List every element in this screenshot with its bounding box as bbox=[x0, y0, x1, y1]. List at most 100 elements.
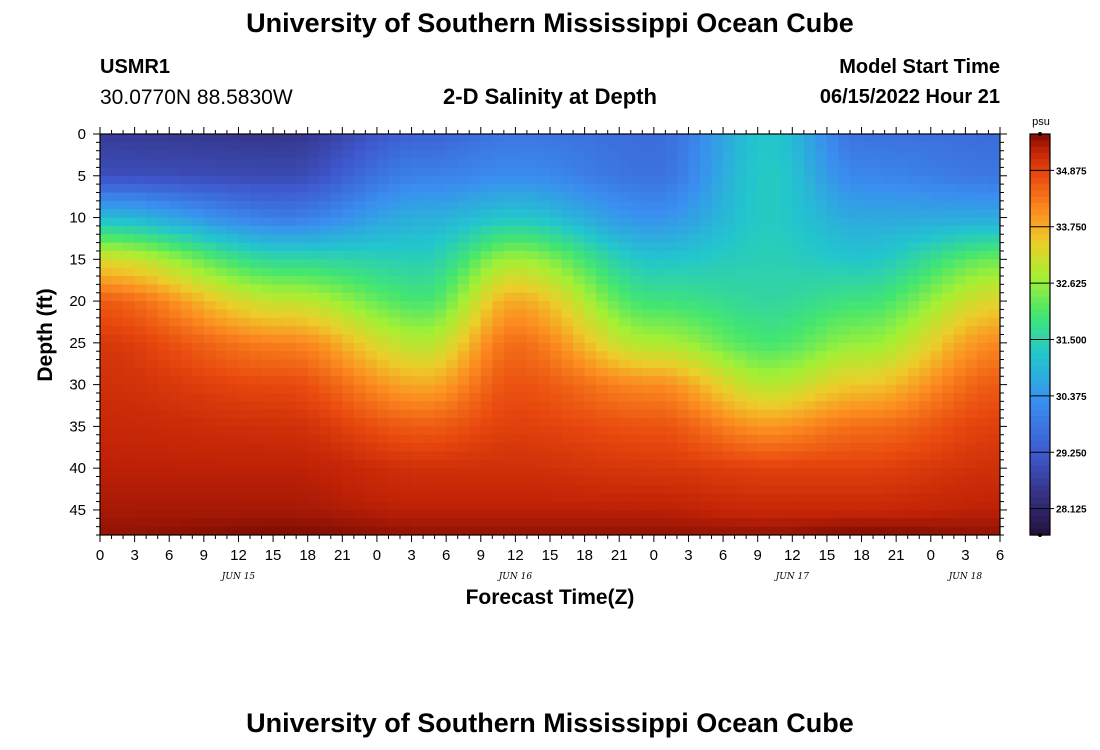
heatmap-cell bbox=[296, 367, 309, 377]
heatmap-cell bbox=[803, 418, 816, 427]
heatmap-cell bbox=[261, 150, 274, 160]
heatmap-cell bbox=[850, 242, 863, 252]
heatmap-cell bbox=[584, 242, 597, 252]
heatmap-cell bbox=[538, 317, 551, 327]
heatmap-cell bbox=[319, 284, 332, 294]
heatmap-cell bbox=[469, 184, 482, 194]
heatmap-cell bbox=[619, 351, 632, 361]
heatmap-cell bbox=[261, 276, 274, 285]
heatmap-cell bbox=[596, 317, 609, 327]
heatmap-cell bbox=[584, 159, 597, 169]
heatmap-cell bbox=[100, 468, 113, 478]
heatmap-cell bbox=[861, 376, 874, 386]
heatmap-cell bbox=[203, 426, 216, 436]
heatmap-cell bbox=[838, 150, 851, 160]
heatmap-cell bbox=[238, 434, 251, 444]
heatmap-cell bbox=[388, 409, 401, 419]
heatmap-cell bbox=[203, 359, 216, 369]
heatmap-cell bbox=[180, 242, 193, 252]
heatmap-cell bbox=[757, 493, 770, 503]
heatmap-cell bbox=[480, 267, 493, 277]
heatmap-cell bbox=[550, 476, 563, 486]
heatmap-cell bbox=[688, 292, 701, 302]
heatmap-cell bbox=[711, 200, 724, 210]
heatmap-cell bbox=[838, 451, 851, 461]
heatmap-cell bbox=[480, 200, 493, 210]
heatmap-cell bbox=[826, 192, 840, 202]
heatmap-cell bbox=[261, 184, 274, 194]
heatmap-cell bbox=[907, 225, 920, 235]
heatmap-cell bbox=[653, 217, 666, 227]
heatmap-cell bbox=[492, 142, 505, 152]
heatmap-cell bbox=[388, 317, 401, 327]
heatmap-cell bbox=[261, 142, 274, 152]
heatmap-cell bbox=[353, 409, 366, 419]
heatmap-cell bbox=[653, 443, 666, 453]
heatmap-cell bbox=[365, 509, 378, 519]
heatmap-cell bbox=[515, 392, 528, 402]
heatmap-cell bbox=[492, 134, 505, 143]
heatmap-cell bbox=[492, 493, 505, 503]
heatmap-cell bbox=[330, 250, 343, 260]
heatmap-cell bbox=[630, 401, 643, 411]
heatmap-cell bbox=[688, 384, 701, 394]
heatmap-cell bbox=[988, 259, 1000, 269]
heatmap-cell bbox=[884, 418, 897, 427]
heatmap-cell bbox=[607, 509, 620, 519]
heatmap-cell bbox=[757, 234, 770, 244]
heatmap-cell bbox=[526, 309, 540, 319]
heatmap-cell bbox=[723, 259, 736, 269]
heatmap-cell bbox=[400, 401, 413, 411]
heatmap-cell bbox=[192, 384, 205, 394]
heatmap-cell bbox=[100, 217, 113, 227]
heatmap-cell bbox=[411, 292, 424, 302]
heatmap-cell bbox=[376, 334, 390, 344]
heatmap-cell bbox=[538, 200, 551, 210]
heatmap-cell bbox=[630, 142, 643, 152]
heatmap-cell bbox=[353, 451, 366, 461]
heatmap-cell bbox=[653, 501, 666, 511]
x-tick-label: 6 bbox=[996, 547, 1004, 564]
heatmap-cell bbox=[803, 167, 816, 177]
heatmap-cell bbox=[700, 259, 713, 269]
heatmap-cell bbox=[734, 493, 747, 503]
heatmap-cell bbox=[111, 159, 124, 169]
heatmap-cell bbox=[342, 367, 355, 377]
y-tick-label: 45 bbox=[69, 502, 86, 519]
heatmap-cell bbox=[250, 351, 263, 361]
heatmap-cell bbox=[723, 401, 736, 411]
colorbar-segment bbox=[1030, 278, 1050, 285]
heatmap-cell bbox=[688, 426, 701, 436]
heatmap-cell bbox=[838, 209, 851, 219]
heatmap-cell bbox=[538, 184, 551, 194]
heatmap-cell bbox=[665, 150, 678, 160]
heatmap-cell bbox=[111, 401, 124, 411]
heatmap-cell bbox=[584, 217, 597, 227]
heatmap-cell bbox=[561, 267, 574, 277]
heatmap-cell bbox=[469, 225, 482, 235]
heatmap-cell bbox=[388, 142, 401, 152]
x-tick-label: 21 bbox=[334, 547, 351, 564]
heatmap-cell bbox=[850, 192, 863, 202]
heatmap-cell bbox=[884, 200, 897, 210]
heatmap-cell bbox=[803, 451, 816, 461]
heatmap-cell bbox=[365, 401, 378, 411]
heatmap-cell bbox=[538, 167, 551, 177]
heatmap-cell bbox=[988, 267, 1000, 277]
heatmap-cell bbox=[550, 150, 563, 160]
heatmap-cell bbox=[896, 175, 909, 185]
heatmap-cell bbox=[457, 184, 470, 194]
heatmap-cell bbox=[584, 351, 597, 361]
heatmap-cell bbox=[642, 468, 655, 478]
heatmap-cell bbox=[446, 501, 459, 511]
heatmap-cell bbox=[250, 401, 263, 411]
heatmap-cell bbox=[907, 518, 920, 528]
heatmap-cell bbox=[769, 242, 782, 252]
heatmap-cell bbox=[596, 150, 609, 160]
heatmap-cell bbox=[734, 476, 747, 486]
heatmap-cell bbox=[100, 175, 113, 185]
heatmap-cell bbox=[100, 284, 113, 294]
heatmap-cell bbox=[330, 518, 343, 528]
heatmap-cell bbox=[884, 225, 897, 235]
heatmap-cell bbox=[376, 284, 390, 294]
